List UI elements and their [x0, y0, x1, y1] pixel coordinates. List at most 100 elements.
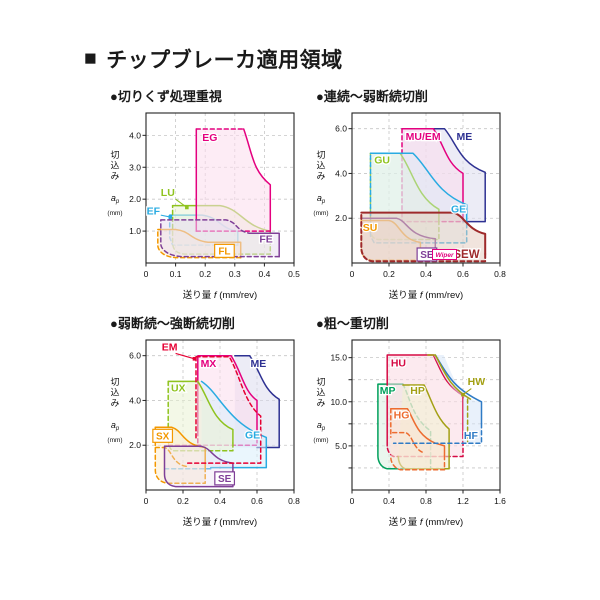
region-label-ME: ME — [249, 357, 267, 372]
x-axis-ticks: 0 0.4 0.8 1.2 1.6 — [350, 490, 506, 506]
region-label-GE: GE — [244, 428, 262, 443]
svg-text:切: 切 — [110, 150, 119, 160]
svg-text:4.0: 4.0 — [129, 130, 141, 140]
svg-text:0.4: 0.4 — [420, 269, 432, 279]
svg-text:ap: ap — [317, 193, 326, 205]
charts-grid: ●切りくず処理重視 0 0.1 0.2 0.3 0.4 0.5 1.0 2.0 3.0 4.0 EF… — [100, 86, 600, 528]
region-label-MUEM: MU/EM — [404, 130, 442, 145]
svg-text:6.0: 6.0 — [129, 351, 141, 361]
region-EM — [185, 356, 262, 464]
svg-text:み: み — [110, 171, 119, 181]
chart-plot-area: 0 0.4 0.8 1.2 1.6 5.0 10.0 15.0 MP HU HP HG HF HW 切込み a… — [306, 334, 512, 528]
chart-plot-area: 0 0.1 0.2 0.3 0.4 0.5 1.0 2.0 3.0 4.0 EF LU EG FL FE 切込… — [100, 107, 306, 301]
svg-text:送り量 f (mm/rev): 送り量 f (mm/rev) — [389, 516, 463, 528]
svg-text:ap: ap — [111, 420, 120, 432]
svg-text:4.0: 4.0 — [335, 168, 347, 178]
svg-text:FL: FL — [218, 246, 230, 257]
svg-text:込: 込 — [316, 161, 325, 171]
svg-text:HU: HU — [391, 357, 406, 369]
chart-svg: 0 0.4 0.8 1.2 1.6 5.0 10.0 15.0 MP HU HP HG HF HW 切込み a… — [313, 339, 506, 528]
svg-text:0.1: 0.1 — [170, 269, 182, 279]
y-axis-title: 切込み ap (mm) — [313, 150, 328, 217]
svg-text:2.0: 2.0 — [129, 194, 141, 204]
svg-text:10.0: 10.0 — [330, 397, 347, 407]
x-axis-ticks: 0 0.1 0.2 0.3 0.4 0.5 — [144, 263, 300, 279]
svg-text:送り量 f (mm/rev): 送り量 f (mm/rev) — [389, 289, 463, 301]
svg-text:込: 込 — [316, 388, 325, 398]
region-label-MP: MP — [379, 384, 397, 399]
figure-title: ■ チップブレーカ適用領域 — [84, 44, 600, 74]
svg-text:み: み — [316, 398, 325, 408]
svg-text:GU: GU — [374, 154, 390, 166]
y-axis-title: 切込み ap (mm) — [107, 377, 122, 444]
svg-text:HW: HW — [468, 376, 486, 388]
chart-svg: 0 0.2 0.4 0.6 0.8 2.0 4.0 6.0 ME MX GE UX SX SE EM 切込み a… — [107, 339, 300, 528]
region-label-SE: SE — [214, 471, 236, 486]
svg-text:0.8: 0.8 — [288, 496, 300, 506]
region-FE — [160, 219, 280, 258]
svg-text:4.0: 4.0 — [129, 395, 141, 405]
region-label-EG: EG — [201, 131, 219, 146]
chart-panel-rough-heavy: ●粗〜重切削 0 0.4 0.8 1.2 1.6 5.0 10.0 15.0 MP HU HP HG H… — [306, 313, 512, 528]
chart-subtitle: ●弱断続〜強断続切削 — [110, 316, 235, 331]
title-square-icon: ■ — [84, 47, 98, 70]
svg-text:15.0: 15.0 — [330, 353, 347, 363]
x-axis-title: 送り量 f (mm/rev) — [389, 289, 463, 301]
svg-text:0.8: 0.8 — [494, 269, 506, 279]
region-EG — [195, 128, 272, 232]
region-label-HU: HU — [390, 356, 408, 371]
region-label-FL: FL — [214, 243, 235, 258]
svg-text:込: 込 — [110, 388, 119, 398]
svg-text:0.5: 0.5 — [288, 269, 300, 279]
svg-text:0.8: 0.8 — [420, 496, 432, 506]
region-label-HP: HP — [409, 384, 426, 399]
region-label-MX: MX — [199, 357, 217, 372]
svg-text:0: 0 — [144, 496, 149, 506]
svg-text:切: 切 — [316, 377, 325, 387]
svg-text:1.2: 1.2 — [457, 496, 469, 506]
region-label-SE: SE — [416, 247, 438, 262]
svg-text:(mm): (mm) — [107, 210, 122, 217]
y-axis-ticks: 2.0 4.0 6.0 — [335, 124, 352, 223]
wiper-badge: Wiper — [436, 252, 454, 259]
svg-text:6.0: 6.0 — [335, 124, 347, 134]
svg-text:切: 切 — [110, 377, 119, 387]
svg-text:ap: ap — [317, 420, 326, 432]
chart-subtitle: ●連続〜弱断続切削 — [316, 89, 428, 104]
svg-text:(mm): (mm) — [107, 437, 122, 444]
x-axis-ticks: 0 0.2 0.4 0.6 0.8 — [350, 263, 506, 279]
svg-text:0: 0 — [350, 269, 355, 279]
svg-text:SE: SE — [218, 474, 232, 485]
chart-panel-continuous: ●連続〜弱断続切削 0 0.2 0.4 0.6 0.8 2.0 4.0 6.0 ME MU/EM G… — [306, 86, 512, 301]
region-label-UX: UX — [170, 381, 187, 396]
svg-text:0.6: 0.6 — [457, 269, 469, 279]
svg-text:SE: SE — [420, 250, 434, 261]
svg-text:GE: GE — [451, 204, 466, 216]
svg-text:1.6: 1.6 — [494, 496, 506, 506]
svg-text:0.2: 0.2 — [177, 496, 189, 506]
svg-text:MX: MX — [201, 358, 217, 370]
svg-text:GE: GE — [245, 430, 260, 442]
figure-title-text: チップブレーカ適用領域 — [106, 49, 343, 72]
svg-text:0: 0 — [144, 269, 149, 279]
svg-text:ME: ME — [457, 131, 473, 143]
svg-text:SU: SU — [363, 222, 378, 234]
svg-text:0.4: 0.4 — [383, 496, 395, 506]
svg-text:HP: HP — [410, 385, 425, 397]
svg-text:UX: UX — [171, 382, 186, 394]
region-label-GU: GU — [373, 153, 391, 168]
region-label-LU: LU — [160, 186, 189, 210]
region-label-SX: SX — [152, 428, 174, 443]
svg-text:送り量 f (mm/rev): 送り量 f (mm/rev) — [183, 289, 257, 301]
y-axis-ticks: 5.0 10.0 15.0 — [330, 353, 352, 469]
svg-text:MP: MP — [380, 385, 396, 397]
x-axis-title: 送り量 f (mm/rev) — [389, 516, 463, 528]
chart-panel-chip-control: ●切りくず処理重視 0 0.1 0.2 0.3 0.4 0.5 1.0 2.0 3.0 4.0 EF… — [100, 86, 306, 301]
svg-text:切: 切 — [316, 150, 325, 160]
region-label-EF: EF — [145, 204, 173, 219]
y-axis-ticks: 2.0 4.0 6.0 — [129, 351, 146, 450]
y-axis-title: 切込み ap (mm) — [107, 150, 122, 217]
svg-text:0: 0 — [350, 496, 355, 506]
